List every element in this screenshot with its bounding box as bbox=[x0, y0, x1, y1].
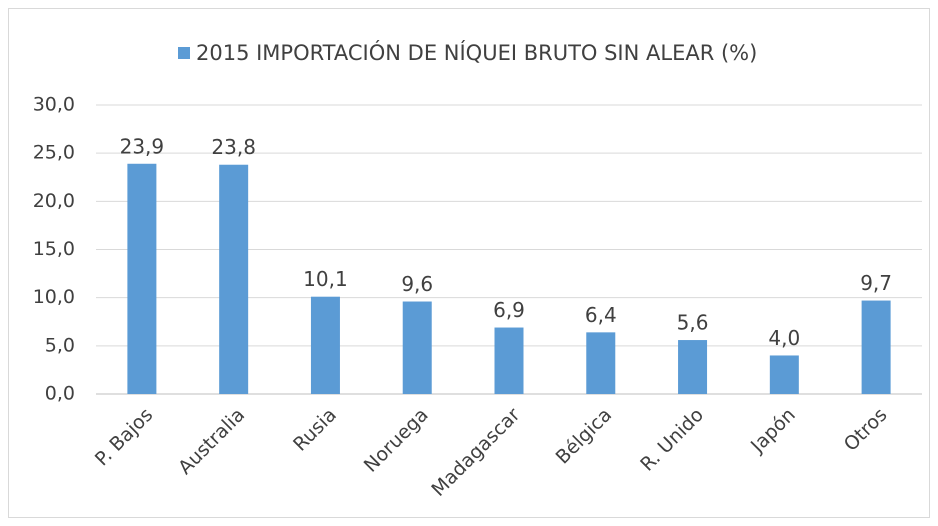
data-label: 23,8 bbox=[211, 135, 256, 159]
bar bbox=[861, 300, 891, 394]
y-tick-label: 30,0 bbox=[33, 94, 75, 116]
data-label: 23,9 bbox=[120, 134, 165, 158]
data-label: 9,7 bbox=[860, 271, 892, 295]
data-label: 6,4 bbox=[585, 303, 617, 327]
data-label: 9,6 bbox=[401, 272, 433, 296]
bar bbox=[310, 296, 340, 394]
y-tick-label: 0,0 bbox=[45, 383, 75, 405]
data-label: 5,6 bbox=[677, 311, 709, 335]
y-tick-label: 5,0 bbox=[45, 334, 75, 356]
bar bbox=[586, 332, 616, 394]
bar bbox=[402, 301, 432, 394]
bar bbox=[219, 164, 249, 394]
bar bbox=[678, 340, 708, 394]
bar bbox=[769, 355, 799, 394]
data-label: 10,1 bbox=[303, 267, 348, 291]
data-label: 4,0 bbox=[768, 326, 800, 350]
bar bbox=[494, 327, 524, 394]
chart-border bbox=[8, 8, 930, 518]
legend-label: 2015 IMPORTACIÓN DE NÍQUEI BRUTO SIN ALE… bbox=[196, 40, 757, 65]
y-tick-label: 20,0 bbox=[33, 190, 75, 212]
y-tick-label: 15,0 bbox=[33, 238, 75, 260]
data-label: 6,9 bbox=[493, 298, 525, 322]
bar bbox=[127, 163, 157, 394]
legend-swatch bbox=[178, 47, 190, 59]
legend: 2015 IMPORTACIÓN DE NÍQUEI BRUTO SIN ALE… bbox=[178, 40, 757, 65]
y-tick-label: 10,0 bbox=[33, 286, 75, 308]
y-tick-label: 25,0 bbox=[33, 142, 75, 164]
